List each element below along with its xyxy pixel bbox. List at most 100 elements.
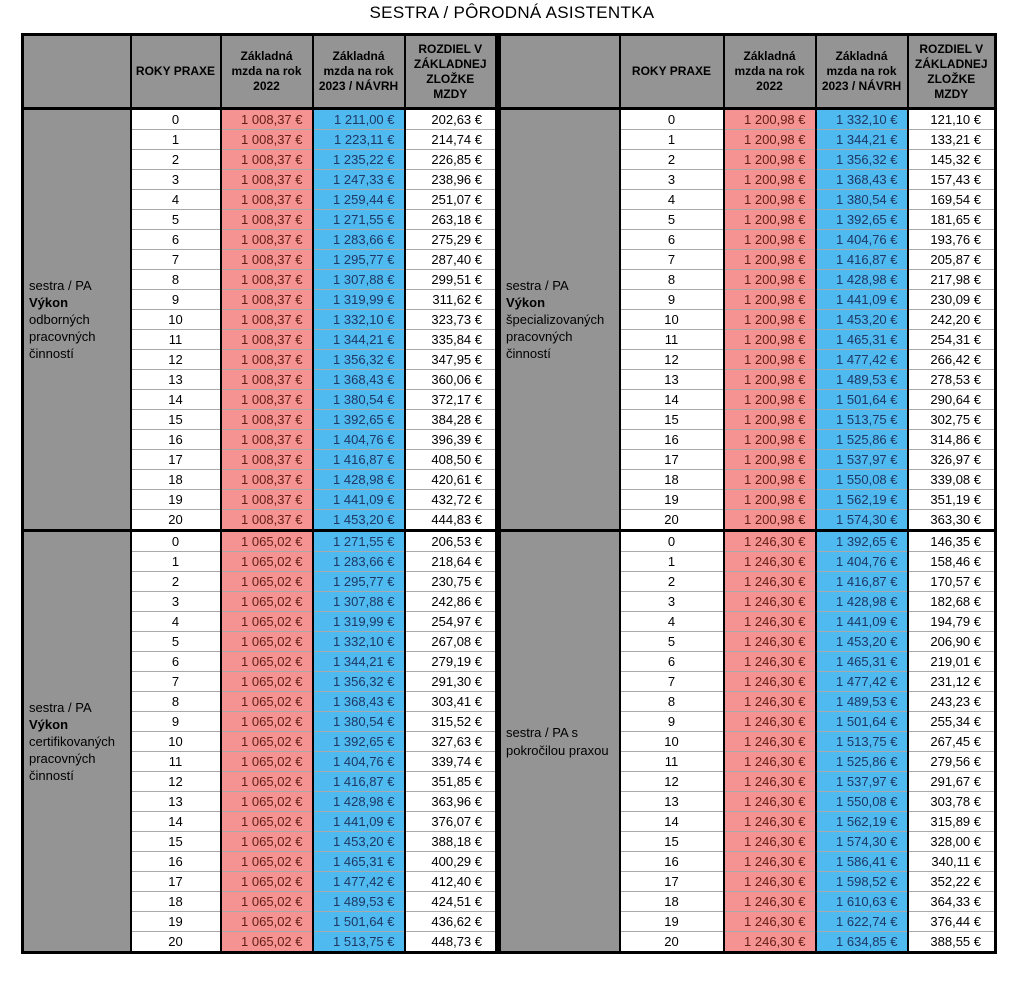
- difference-cell: 384,28 €: [403, 409, 498, 430]
- salary-2023-cell: 1 574,30 €: [814, 831, 909, 852]
- salary-2022-cell: 1 008,37 €: [219, 189, 314, 210]
- years-cell: 3: [129, 169, 222, 190]
- salary-2022-cell: 1 065,02 €: [219, 811, 314, 832]
- salary-2023-cell: 1 465,31 €: [814, 651, 909, 672]
- difference-cell: 326,97 €: [906, 449, 997, 470]
- table-row: sestra / PA Výkon odborných pracovných čin…: [21, 108, 498, 531]
- years-cell: 15: [618, 409, 725, 430]
- salary-2023-cell: 1 513,75 €: [814, 731, 909, 752]
- corner-header-cell: [21, 33, 132, 110]
- difference-cell: 182,68 €: [906, 591, 997, 612]
- table-row: 15 1 200,98 €1 513,75 €302,75 €: [500, 409, 997, 430]
- salary-2023-cell: 1 465,31 €: [814, 329, 909, 350]
- salary-2022-cell: 1 008,37 €: [219, 108, 314, 130]
- salary-2023-cell: 1 453,20 €: [814, 309, 909, 330]
- salary-2022-cell: 1 200,98 €: [722, 369, 817, 390]
- difference-cell: 230,09 €: [906, 289, 997, 310]
- table-row: 20 1 065,02 €1 513,75 €448,73 €: [23, 931, 498, 953]
- salary-2022-cell: 1 008,37 €: [219, 369, 314, 390]
- salary-2022-cell: 1 065,02 €: [219, 891, 314, 912]
- difference-cell: 194,79 €: [906, 611, 997, 632]
- salary-2023-cell: 1 501,64 €: [814, 389, 909, 410]
- salary-2023-cell: 1 404,76 €: [814, 551, 909, 572]
- salary-2022-cell: 1 200,98 €: [722, 289, 817, 310]
- years-cell: 17: [618, 449, 725, 470]
- salary-2022-cell: 1 065,02 €: [219, 871, 314, 892]
- difference-cell: 181,65 €: [906, 209, 997, 230]
- years-cell: 13: [129, 369, 222, 390]
- years-cell: 9: [618, 711, 725, 732]
- difference-cell: 291,30 €: [403, 671, 498, 692]
- difference-cell: 432,72 €: [403, 489, 498, 510]
- difference-cell: 214,74 €: [403, 129, 498, 150]
- difference-cell: 339,74 €: [403, 751, 498, 772]
- difference-cell: 360,06 €: [403, 369, 498, 390]
- difference-cell: 266,42 €: [906, 349, 997, 370]
- salary-2023-cell: 1 489,53 €: [814, 691, 909, 712]
- salary-2022-cell: 1 200,98 €: [722, 189, 817, 210]
- years-cell: 12: [618, 349, 725, 370]
- difference-cell: 242,20 €: [906, 309, 997, 330]
- difference-cell: 388,18 €: [403, 831, 498, 852]
- difference-cell: 290,64 €: [906, 389, 997, 410]
- difference-cell: 231,12 €: [906, 671, 997, 692]
- years-cell: 7: [618, 249, 725, 270]
- salary-2023-cell: 1 416,87 €: [311, 449, 406, 470]
- years-cell: 18: [618, 891, 725, 912]
- years-cell: 16: [129, 851, 222, 872]
- salary-2023-cell: 1 332,10 €: [814, 108, 909, 130]
- table-row: 17 1 008,37 €1 416,87 €408,50 €: [23, 449, 498, 470]
- table-row: 19 1 065,02 €1 501,64 €436,62 €: [23, 911, 498, 932]
- salary-2023-cell: 1 259,44 €: [311, 189, 406, 210]
- table-row: 17 1 200,98 €1 537,97 €326,97 €: [500, 449, 997, 470]
- salary-2022-cell: 1 008,37 €: [219, 449, 314, 470]
- salary-2023-cell: 1 271,55 €: [311, 209, 406, 230]
- salary-2022-cell: 1 008,37 €: [219, 169, 314, 190]
- table-row: 18 1 065,02 €1 489,53 €424,51 €: [23, 891, 498, 912]
- years-cell: 12: [618, 771, 725, 792]
- salary-2023-cell: 1 307,88 €: [311, 269, 406, 290]
- section-label: sestra / PA Výkon špecializovaných pracovn…: [498, 108, 621, 531]
- table-row: 16 1 200,98 €1 525,86 €314,86 €: [500, 429, 997, 450]
- difference-cell: 302,75 €: [906, 409, 997, 430]
- salary-2022-cell: 1 246,30 €: [722, 591, 817, 612]
- table-row: 14 1 008,37 €1 380,54 €372,17 €: [23, 389, 498, 410]
- salary-2023-cell: 1 404,76 €: [311, 429, 406, 450]
- difference-cell: 424,51 €: [403, 891, 498, 912]
- salary-2023-cell: 1 368,43 €: [311, 691, 406, 712]
- salary-2022-cell: 1 065,02 €: [219, 911, 314, 932]
- years-cell: 19: [129, 489, 222, 510]
- difference-cell: 364,33 €: [906, 891, 997, 912]
- years-cell: 7: [129, 249, 222, 270]
- difference-cell: 255,34 €: [906, 711, 997, 732]
- table-row: 10 1 008,37 €1 332,10 €323,73 €: [23, 309, 498, 330]
- salary-2022-cell: 1 246,30 €: [722, 571, 817, 592]
- salary-2022-cell: 1 008,37 €: [219, 249, 314, 270]
- salary-2023-cell: 1 537,97 €: [814, 449, 909, 470]
- years-cell: 0: [618, 108, 725, 130]
- salary-2022-cell: 1 246,30 €: [722, 851, 817, 872]
- years-cell: 17: [618, 871, 725, 892]
- difference-cell: 254,97 €: [403, 611, 498, 632]
- salary-2022-cell: 1 246,30 €: [722, 711, 817, 732]
- salary-2023-cell: 1 622,74 €: [814, 911, 909, 932]
- section-label: sestra / PA Výkon certifikovaných pracovný…: [21, 530, 132, 953]
- years-cell: 20: [618, 509, 725, 531]
- table-row: 18 1 008,37 €1 428,98 €420,61 €: [23, 469, 498, 490]
- header-row: ROKY PRAXE Základná mzda na rok 2022 Zák…: [498, 33, 997, 110]
- difference-cell: 376,44 €: [906, 911, 997, 932]
- table-row: 11 1 200,98 €1 465,31 €254,31 €: [500, 329, 997, 350]
- table-row: 14 1 065,02 €1 441,09 €376,07 €: [23, 811, 498, 832]
- salary-2023-cell: 1 477,42 €: [311, 871, 406, 892]
- years-cell: 9: [129, 289, 222, 310]
- difference-cell: 303,78 €: [906, 791, 997, 812]
- header-row: ROKY PRAXE Základná mzda na rok 2022 Zák…: [21, 33, 498, 110]
- salary-2022-cell: 1 246,30 €: [722, 631, 817, 652]
- difference-cell: 133,21 €: [906, 129, 997, 150]
- years-cell: 13: [618, 369, 725, 390]
- salary-2023-cell: 1 513,75 €: [311, 931, 406, 953]
- difference-cell: 436,62 €: [403, 911, 498, 932]
